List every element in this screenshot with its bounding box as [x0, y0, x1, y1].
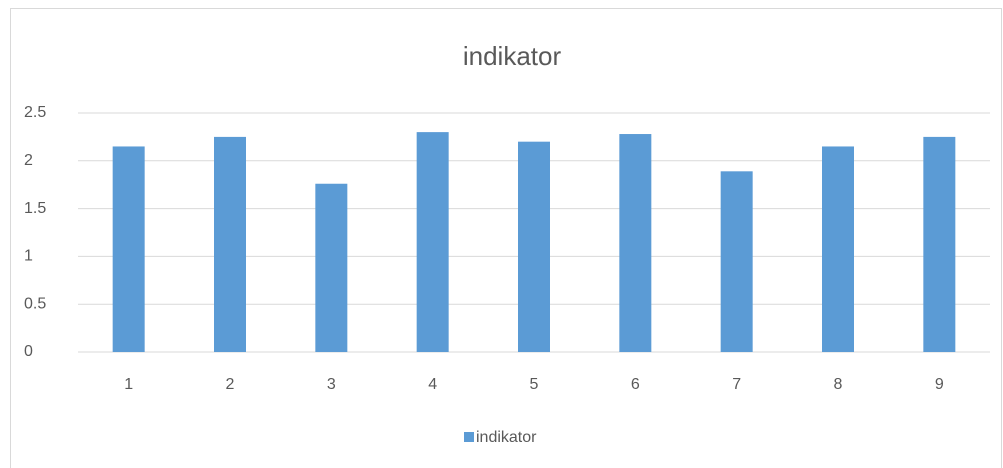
x-tick-label: 6 — [631, 376, 640, 393]
y-tick-label: 2.5 — [24, 104, 46, 121]
x-tick-label: 5 — [530, 376, 539, 393]
x-tick-label: 4 — [428, 376, 437, 393]
bar — [416, 132, 449, 352]
bar — [923, 136, 956, 352]
x-tick-label: 8 — [834, 376, 843, 393]
bar — [720, 171, 753, 352]
bar — [315, 183, 348, 352]
x-tick-label: 9 — [935, 376, 944, 393]
x-tick-label: 7 — [732, 376, 741, 393]
bar — [518, 141, 550, 352]
x-tick-label: 1 — [124, 376, 133, 393]
chart-title: indikator — [463, 41, 562, 71]
bar — [214, 136, 246, 352]
bar — [112, 146, 145, 352]
y-tick-label: 1 — [24, 248, 33, 265]
x-tick-label: 3 — [327, 376, 336, 393]
x-tick-label: 2 — [226, 376, 235, 393]
y-tick-label: 0.5 — [24, 295, 46, 312]
y-tick-label: 2 — [24, 152, 33, 169]
y-tick-label: 0 — [24, 343, 33, 360]
legend-label: indikator — [476, 429, 537, 446]
y-tick-label: 1.5 — [24, 200, 46, 217]
bar — [822, 146, 854, 352]
legend-swatch — [464, 432, 474, 442]
bar — [619, 134, 652, 352]
